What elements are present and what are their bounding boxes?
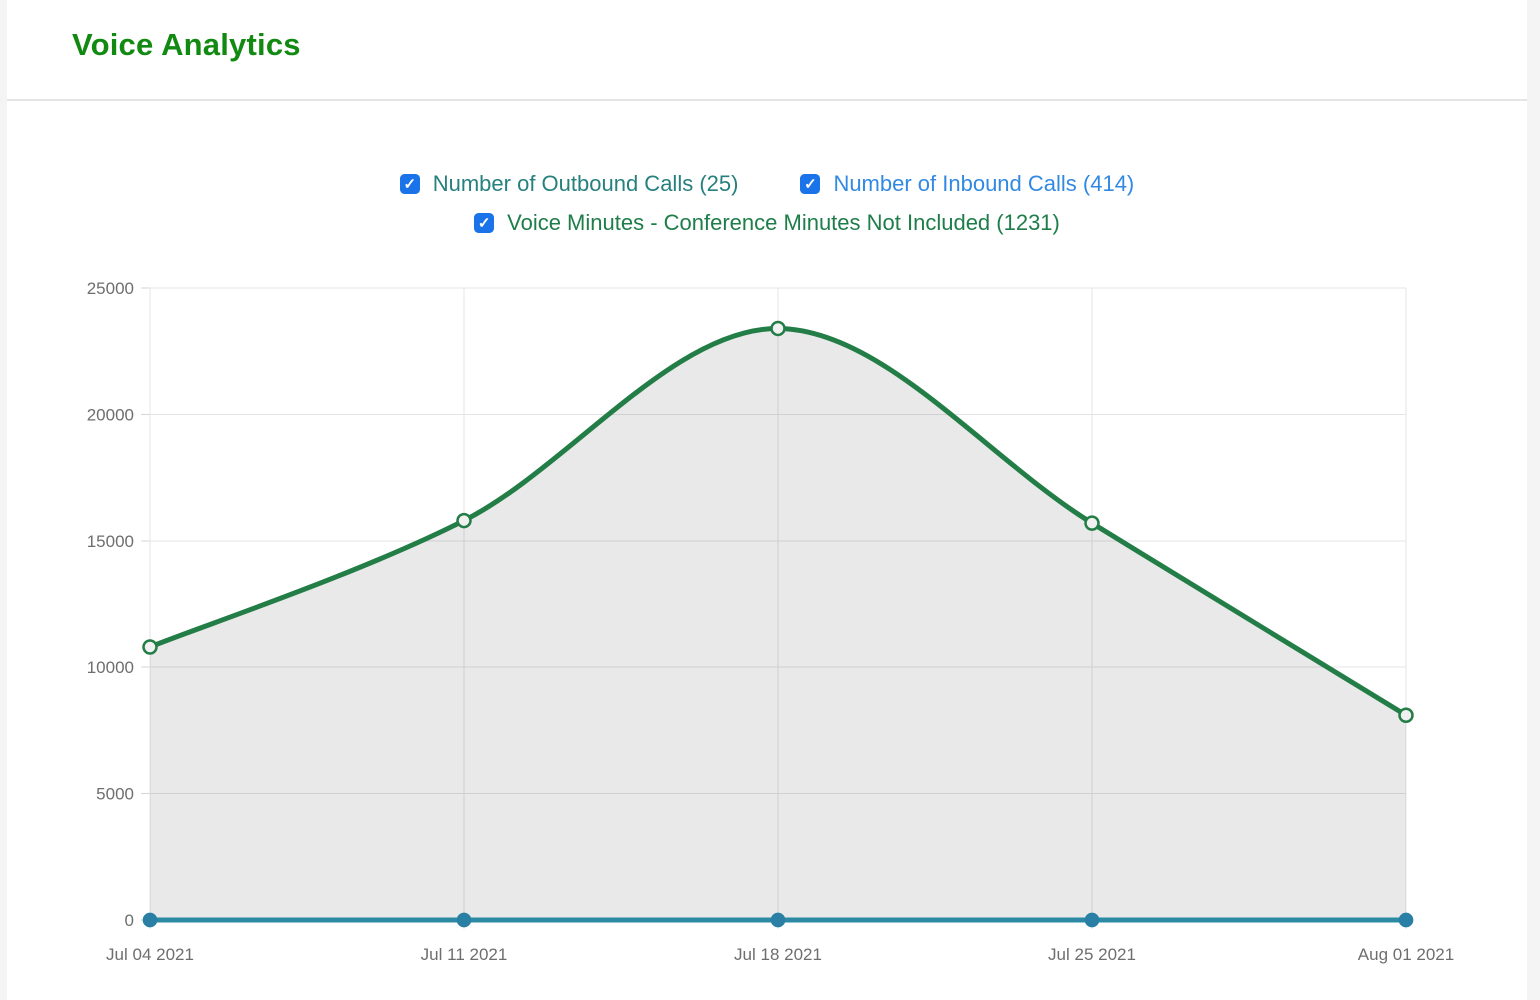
data-point-marker[interactable] — [142, 639, 158, 655]
y-tick-label: 25000 — [87, 279, 134, 298]
data-point-marker[interactable] — [1084, 515, 1100, 531]
legend-item-inbound-calls[interactable]: ✓ Number of Inbound Calls (414) — [800, 171, 1134, 197]
x-tick-label: Jul 18 2021 — [734, 945, 822, 964]
series-area-fill — [150, 328, 1406, 920]
legend-item-outbound-calls[interactable]: ✓ Number of Outbound Calls (25) — [399, 171, 739, 197]
checkbox-checked-icon[interactable]: ✓ — [399, 174, 420, 194]
y-tick-label: 10000 — [87, 658, 134, 677]
y-tick-label: 20000 — [87, 405, 134, 424]
checkbox-checked-icon[interactable]: ✓ — [800, 174, 821, 194]
checkbox-checked-icon[interactable]: ✓ — [474, 213, 495, 233]
x-tick-label: Jul 04 2021 — [106, 945, 194, 964]
y-tick-label: 0 — [125, 911, 134, 930]
x-tick-label: Jul 25 2021 — [1048, 945, 1136, 964]
legend-label: Number of Inbound Calls (414) — [833, 171, 1135, 196]
y-tick-label: 5000 — [96, 785, 134, 804]
page-title: Voice Analytics — [72, 27, 301, 62]
x-tick-label: Jul 11 2021 — [421, 945, 508, 964]
y-tick-label: 15000 — [87, 532, 134, 551]
data-point-marker[interactable] — [770, 912, 786, 928]
legend-row-2: ✓ Voice Minutes - Conference Minutes Not… — [474, 210, 1060, 236]
x-tick-label: Aug 01 2021 — [1358, 945, 1454, 964]
data-point-marker[interactable] — [1398, 707, 1414, 723]
legend-label: Voice Minutes - Conference Minutes Not I… — [507, 210, 1060, 235]
data-point-marker[interactable] — [456, 912, 472, 928]
content-card: Voice Analytics ✓ Number of Outbound Cal… — [7, 0, 1527, 1000]
page-header: Voice Analytics — [7, 0, 1527, 101]
legend-item-voice-minutes[interactable]: ✓ Voice Minutes - Conference Minutes Not… — [474, 210, 1060, 236]
data-point-marker[interactable] — [1084, 912, 1100, 928]
chart-legend: ✓ Number of Outbound Calls (25) ✓ Number… — [7, 171, 1527, 236]
data-point-marker[interactable] — [456, 512, 472, 529]
data-point-marker[interactable] — [1398, 912, 1414, 928]
legend-label: Number of Outbound Calls (25) — [432, 171, 739, 196]
legend-row-1: ✓ Number of Outbound Calls (25) ✓ Number… — [399, 171, 1134, 197]
data-point-marker[interactable] — [770, 320, 786, 337]
data-point-marker[interactable] — [142, 912, 158, 928]
